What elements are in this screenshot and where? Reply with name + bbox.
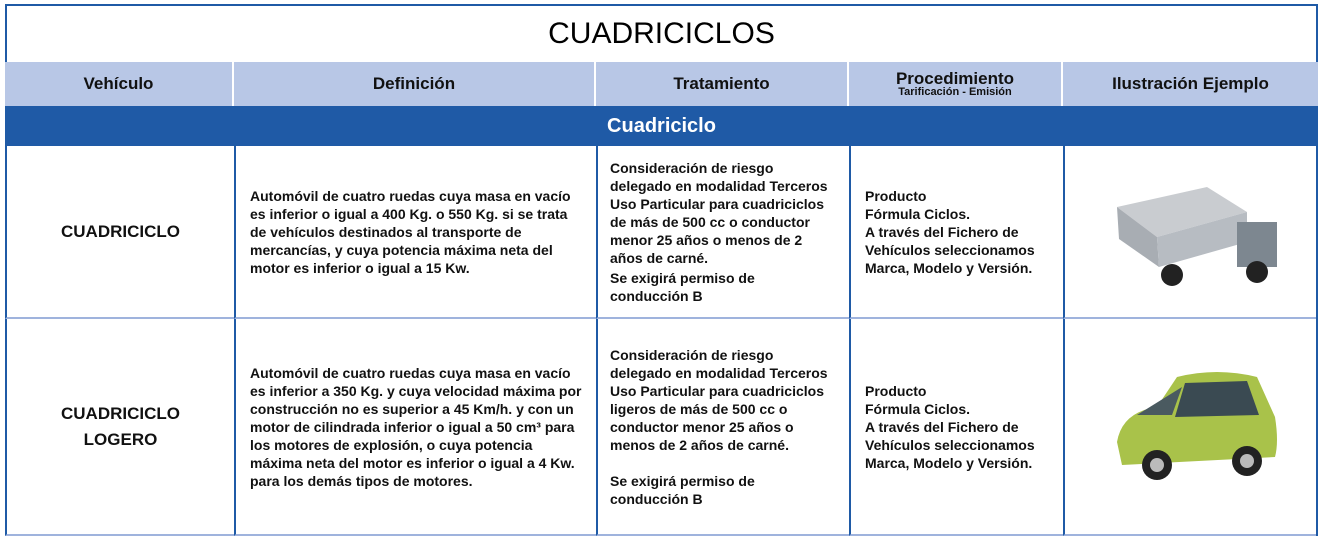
section-title: Cuadriciclo bbox=[5, 106, 1318, 146]
vehicle-image bbox=[1116, 371, 1277, 480]
procedure-text: A través del Fichero de Vehículos selecc… bbox=[865, 223, 1035, 276]
header-cell: Ilustración Ejemplo bbox=[1063, 62, 1318, 106]
treatment-text: Consideración de riesgo delegado en moda… bbox=[610, 159, 828, 266]
treatment-text: Se exigirá permiso de conducción B bbox=[610, 472, 755, 507]
header-cell: Definición bbox=[234, 62, 596, 106]
definition-text: Automóvil de cuatro ruedas cuya masa en … bbox=[250, 187, 571, 276]
right-border bbox=[1316, 146, 1318, 536]
procedure-text: Producto bbox=[865, 187, 927, 204]
procedure-text: A través del Fichero de Vehículos selecc… bbox=[865, 418, 1035, 471]
title: CUADRICICLOS bbox=[5, 4, 1318, 62]
procedure-cell: Producto Fórmula Ciclos. A través del Fich… bbox=[849, 146, 1063, 319]
illustration-cell bbox=[1063, 146, 1318, 319]
treatment-text: Se exigirá permiso de conducción B bbox=[610, 269, 755, 304]
vehicle-cell: CUADRICICLO bbox=[5, 146, 234, 319]
treatment-cell: Consideración de riesgo delegado en moda… bbox=[596, 146, 849, 319]
vehicle-name: CUADRICICLO bbox=[61, 221, 180, 241]
procedure-text: Fórmula Ciclos. bbox=[865, 205, 971, 222]
header-cell: Tratamiento bbox=[596, 62, 849, 106]
procedure-text: Producto bbox=[865, 382, 927, 399]
definition-cell: Automóvil de cuatro ruedas cuya masa en … bbox=[234, 319, 596, 536]
vehicle-name: LOGERO bbox=[83, 429, 158, 449]
procedure-cell: Producto Fórmula Ciclos. A través del Fich… bbox=[849, 319, 1063, 536]
procedure-text: Fórmula Ciclos. bbox=[865, 400, 971, 417]
header-subtitle: Tarificación - Emisión bbox=[898, 85, 1012, 98]
definition-cell: Automóvil de cuatro ruedas cuya masa en … bbox=[234, 146, 596, 319]
vehicle-cell: CUADRICICLO LOGERO bbox=[5, 319, 234, 536]
treatment-cell: Consideración de riesgo delegado en moda… bbox=[596, 319, 849, 536]
header-cell: Procedimiento Tarificación - Emisión bbox=[849, 62, 1063, 106]
illustration-cell bbox=[1063, 319, 1318, 536]
treatment-text: Consideración de riesgo delegado en moda… bbox=[610, 346, 828, 453]
header-text: Procedimiento bbox=[895, 68, 1015, 88]
vehicle-image bbox=[1116, 186, 1277, 286]
header-cell: Vehículo bbox=[5, 62, 234, 106]
definition-text: Automóvil de cuatro ruedas cuya masa en … bbox=[250, 364, 582, 489]
vehicle-name: CUADRICICLO bbox=[61, 403, 180, 423]
